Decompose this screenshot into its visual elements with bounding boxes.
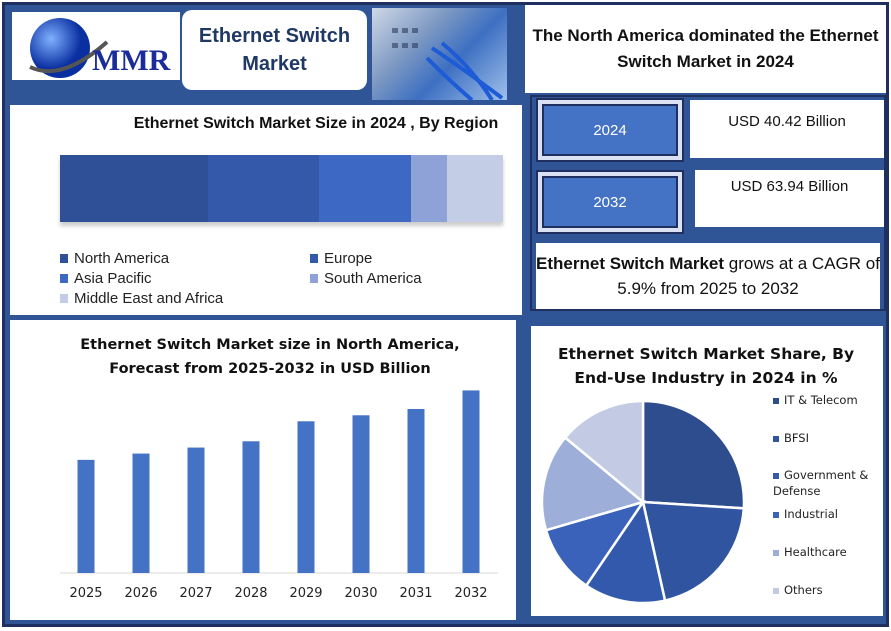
mmr-logo: MMR [12, 12, 180, 80]
pie-chart-panel: Ethernet Switch Market Share, By End-Use… [531, 326, 883, 616]
legend-swatch [773, 549, 779, 556]
legend-swatch [773, 472, 779, 479]
bar-2027 [187, 447, 205, 573]
legend-asia-pacific: Asia Pacific [60, 270, 152, 287]
x-tick-label: 2032 [454, 586, 487, 601]
region-chart-panel: Ethernet Switch Market Size in 2024 , By… [10, 105, 522, 315]
pie-legend-item: BFSI [773, 430, 873, 446]
pie-slice-it-telecom [641, 399, 746, 510]
pie-legend-item: Healthcare [773, 544, 873, 560]
region-segment-europe [207, 155, 319, 222]
pie-slice-healthcare [540, 435, 646, 532]
cagr-statement: Ethernet Switch Market grows at a CAGR o… [536, 243, 880, 309]
pie-slice-government-defense [584, 498, 667, 605]
pie-chart-title: Ethernet Switch Market Share, By End-Use… [557, 345, 855, 387]
pie-slice-industrial [544, 499, 646, 588]
logo-text: MMR [92, 44, 171, 77]
legend-north-america: North America [60, 250, 169, 267]
legend-middle-east-africa: Middle East and Africa [60, 290, 223, 307]
legend-swatch [773, 397, 779, 404]
bar-2025 [77, 459, 95, 573]
x-tick-label: 2026 [124, 586, 157, 601]
legend-swatch [310, 274, 318, 283]
region-segment-north-america [60, 155, 208, 222]
region-chart-title: Ethernet Switch Market Size in 2024 , By… [133, 115, 499, 132]
bar-2031 [407, 409, 425, 573]
x-tick-label: 2031 [399, 586, 432, 601]
legend-swatch [60, 294, 68, 303]
legend-label: Government & Defense [773, 468, 869, 498]
cagr-bold: Ethernet Switch Market [536, 254, 725, 273]
legend-label: South America [324, 270, 422, 287]
pie-legend-item: IT & Telecom [773, 392, 873, 408]
na-chart-title: Ethernet Switch Market size in North Ame… [80, 337, 460, 377]
legend-label: North America [74, 250, 170, 267]
legend-south-america: South America [310, 270, 422, 287]
legend-label: Middle East and Africa [74, 290, 224, 307]
legend-swatch [60, 254, 68, 263]
pie-slice-bfsi [641, 500, 746, 603]
cagr-text: grows at a CAGR of 5.9% from 2025 to 203… [617, 254, 880, 298]
legend-swatch [310, 254, 318, 263]
report-title: Ethernet Switch Market [182, 10, 367, 90]
legend-label: Industrial [784, 507, 838, 521]
globe-logo-icon: MMR [29, 18, 171, 78]
bar-2032 [462, 390, 480, 573]
value-2024: USD 40.42 Billion [690, 100, 884, 158]
legend-label: Healthcare [784, 545, 847, 559]
legend-label: Others [784, 583, 823, 597]
bar-2030 [352, 415, 370, 573]
value-2032: USD 63.94 Billion [695, 170, 884, 227]
year-label: 2032 [542, 176, 678, 228]
network-switch-photo [372, 8, 507, 100]
legend-label: BFSI [784, 431, 809, 445]
pie-slice-others [563, 399, 645, 505]
x-tick-label: 2030 [344, 586, 377, 601]
x-tick-label: 2029 [289, 586, 322, 601]
legend-label: Europe [324, 250, 373, 267]
legend-swatch [773, 511, 779, 518]
region-stacked-bar [60, 155, 503, 222]
bar-2026 [132, 453, 150, 573]
pie-chart [540, 399, 746, 605]
x-tick-label: 2028 [234, 586, 267, 601]
x-tick-label: 2025 [69, 586, 102, 601]
legend-swatch [60, 274, 68, 283]
na-bar-chart: 2025 2026 2027 2028 2029 2030 2031 2032 [60, 390, 498, 601]
legend-label: Asia Pacific [74, 270, 152, 287]
x-tick-label: 2027 [179, 586, 212, 601]
pie-legend-item: Industrial [773, 506, 873, 522]
headline: The North America dominated the Ethernet… [525, 5, 886, 93]
region-segment-middle-east-and-africa [446, 155, 503, 222]
bar-2029 [297, 421, 315, 573]
legend-swatch [773, 587, 779, 594]
legend-swatch [773, 435, 779, 442]
year-2032-box: 2032 [536, 170, 684, 234]
year-2024-box: 2024 [536, 98, 684, 162]
bar-2028 [242, 441, 260, 573]
region-segment-south-america [410, 155, 447, 222]
pie-legend-item: Government & Defense [773, 467, 873, 499]
north-america-chart-panel: Ethernet Switch Market size in North Ame… [10, 320, 516, 620]
legend-label: IT & Telecom [784, 393, 858, 407]
pie-legend-item: Others [773, 582, 873, 598]
region-segment-asia-pacific [318, 155, 411, 222]
year-label: 2024 [542, 104, 678, 156]
legend-europe: Europe [310, 250, 372, 267]
